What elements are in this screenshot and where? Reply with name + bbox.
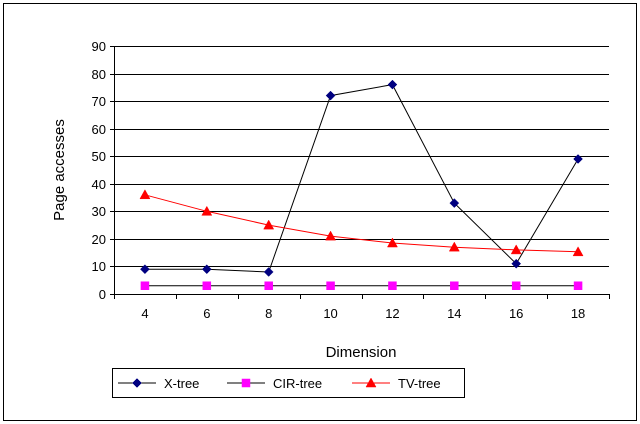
- tick-labels: 0 10 20 30 40 50 60 70 80 90 4 6 8 10 12 14 16 18: [92, 39, 586, 321]
- legend: X-tree CIR-tree TV-tree: [112, 368, 465, 398]
- data-point: [387, 237, 398, 248]
- data-point: [263, 219, 275, 230]
- data-point: [264, 281, 273, 290]
- x-tick-label: 10: [323, 306, 337, 321]
- data-point: [448, 241, 460, 252]
- data-point: [201, 264, 212, 275]
- data-point: [573, 154, 583, 164]
- y-tick-label: 40: [92, 177, 106, 192]
- axes: [110, 46, 610, 299]
- data-point: [263, 267, 274, 277]
- data-point: [140, 264, 150, 275]
- data-point: [326, 281, 335, 290]
- data-point: [388, 281, 397, 290]
- series-lines: [139, 79, 584, 290]
- data-point: [511, 258, 522, 269]
- data-point: [139, 189, 151, 200]
- y-tick-label: 30: [92, 204, 106, 219]
- data-point: [325, 230, 336, 241]
- y-tick-label: 10: [92, 259, 106, 274]
- x-tick-label: 14: [447, 306, 461, 321]
- legend-label: CIR-tree: [273, 376, 322, 391]
- data-point: [140, 281, 150, 290]
- y-tick-label: 70: [92, 94, 106, 109]
- y-tick-label: 0: [99, 287, 106, 302]
- gridlines: [114, 46, 609, 267]
- x-tick-label: 16: [509, 306, 523, 321]
- legend-marker: [132, 378, 142, 388]
- legend-item: X-tree: [118, 376, 199, 391]
- legend-box: [112, 368, 465, 398]
- y-tick-label: 50: [92, 149, 106, 164]
- data-point: [511, 281, 521, 290]
- series-cir-tree: [140, 281, 583, 290]
- data-point: [450, 281, 459, 290]
- y-tick-label: 90: [92, 39, 106, 54]
- x-tick-label: 12: [385, 306, 399, 321]
- series-line: [144, 84, 579, 273]
- legend-marker: [365, 377, 377, 388]
- series-x-tree: [140, 79, 583, 277]
- legend-marker: [241, 378, 251, 388]
- data-point: [573, 281, 583, 290]
- data-point: [572, 246, 584, 257]
- x-tick-label: 4: [141, 306, 148, 321]
- series-line: [144, 194, 579, 253]
- x-tick-label: 18: [571, 306, 585, 321]
- data-point: [325, 90, 336, 101]
- y-tick-label: 20: [92, 232, 106, 247]
- legend-item: CIR-tree: [227, 376, 322, 391]
- y-tick-label: 60: [92, 122, 106, 137]
- y-axis-label: Page accesses: [51, 119, 68, 221]
- x-axis-label: Dimension: [326, 344, 397, 361]
- data-point: [387, 79, 398, 90]
- data-point: [201, 205, 213, 216]
- x-tick-label: 6: [203, 306, 210, 321]
- legend-item: TV-tree: [352, 376, 441, 391]
- data-point: [449, 198, 460, 208]
- legend-label: X-tree: [164, 376, 199, 391]
- series-tv-tree: [139, 189, 584, 257]
- y-tick-label: 80: [92, 67, 106, 82]
- x-tick-label: 8: [265, 306, 272, 321]
- legend-label: TV-tree: [398, 376, 441, 391]
- data-point: [202, 281, 212, 290]
- data-point: [510, 244, 522, 255]
